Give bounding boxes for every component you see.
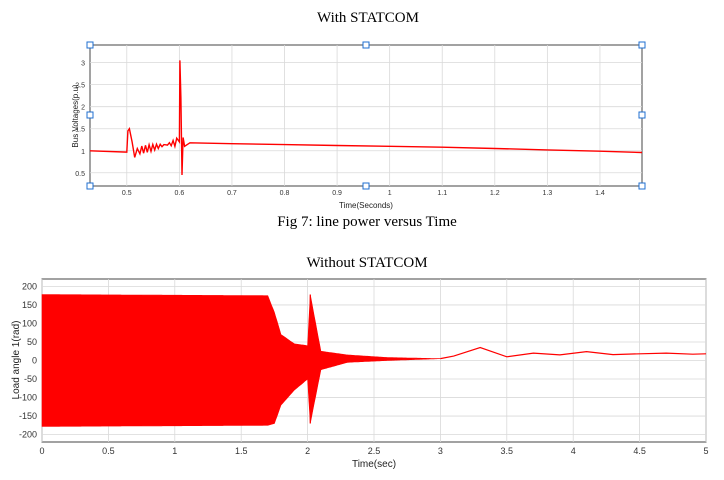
bottom-y-tick-label: 100: [22, 318, 37, 328]
bottom-y-tick-label: 50: [27, 337, 37, 347]
bottom-y-tick-label: -100: [19, 393, 37, 403]
top-y-tick-label: 2: [81, 105, 85, 112]
bottom-y-tick-label: -200: [19, 430, 37, 440]
top-x-tick-label: 0.7: [227, 190, 237, 197]
top-y-ticks: 0.5 1 1.5 2 2.5 3: [75, 61, 85, 178]
selection-handle-top-left[interactable]: [86, 41, 94, 49]
top-x-tick-label: 0.5: [122, 190, 132, 197]
top-x-axis-label: Time(Seconds): [339, 201, 393, 210]
top-x-tick-label: 1: [388, 190, 392, 197]
bottom-x-tick-label: 2: [305, 446, 310, 456]
selection-handle-bottom-right[interactable]: [638, 182, 646, 190]
bottom-x-tick-label: 4.5: [633, 446, 646, 456]
bottom-x-axis-label: Time(sec): [352, 459, 396, 470]
bottom-x-tick-label: 1.5: [235, 446, 248, 456]
top-x-tick-label: 0.8: [280, 190, 290, 197]
top-y-tick-label: 1.5: [75, 127, 85, 134]
selection-handle-top-middle[interactable]: [362, 41, 370, 49]
bottom-y-tick-label: -50: [24, 374, 37, 384]
bottom-x-tick-label: 1: [172, 446, 177, 456]
top-x-ticks: 0.5 0.6 0.7 0.8 0.9 1 1.1 1.2 1.3 1.4: [122, 190, 605, 197]
bottom-chart: 0 0.5 1 1.5 2 2.5 3 3.5 4 4.5 5 -200 -150 -100 -50 0 50…: [11, 278, 709, 470]
bottom-chart-title: Without STATCOM: [306, 255, 427, 271]
bottom-x-tick-label: 0: [39, 446, 44, 456]
top-x-tick-label: 0.9: [332, 190, 342, 197]
top-series-line: [89, 60, 643, 176]
selection-handle-top-right[interactable]: [638, 41, 646, 49]
bottom-y-tick-label: 200: [22, 281, 37, 291]
bottom-x-tick-label: 5: [703, 446, 708, 456]
selection-handle-middle-right[interactable]: [638, 111, 646, 119]
top-x-tick-label: 1.2: [490, 190, 500, 197]
bottom-y-tick-label: 150: [22, 300, 37, 310]
bottom-y-axis-label: Load angle 1(rad): [11, 321, 22, 400]
bottom-series-signal: [41, 294, 707, 427]
figure-caption: Fig 7: line power versus Time: [277, 214, 457, 230]
top-x-tick-label: 1.3: [543, 190, 553, 197]
selection-handle-middle-left[interactable]: [86, 111, 94, 119]
top-y-tick-label: 0.5: [75, 171, 85, 178]
top-x-tick-label: 0.6: [175, 190, 185, 197]
bottom-x-tick-label: 0.5: [102, 446, 115, 456]
selection-handle-bottom-middle[interactable]: [362, 182, 370, 190]
top-x-tick-label: 1.1: [437, 190, 447, 197]
bottom-oscillation-band: [41, 294, 441, 427]
selection-handles[interactable]: [86, 41, 646, 190]
bottom-x-tick-label: 3: [438, 446, 443, 456]
top-y-tick-label: 1: [81, 149, 85, 156]
top-y-axis-label: Bus Voltages(p.u): [71, 84, 80, 147]
top-x-tick-label: 1.4: [595, 190, 605, 197]
top-y-tick-label: 3: [81, 61, 85, 68]
bottom-y-ticks: -200 -150 -100 -50 0 50 100 150 200: [19, 281, 37, 439]
top-y-tick-label: 2.5: [75, 83, 85, 90]
top-chart: 0.5 0.6 0.7 0.8 0.9 1 1.1 1.2 1.3 1.4 0.5 1 1.5 2 2.5…: [71, 41, 646, 210]
bottom-x-tick-label: 3.5: [501, 446, 514, 456]
bottom-y-tick-label: 0: [32, 356, 37, 366]
bottom-x-tick-label: 2.5: [368, 446, 381, 456]
bottom-x-tick-label: 4: [571, 446, 576, 456]
bottom-tail-line: [440, 346, 707, 360]
bottom-y-tick-label: -150: [19, 411, 37, 421]
top-chart-title: With STATCOM: [317, 10, 419, 26]
top-plot-area: [89, 44, 643, 187]
bottom-x-ticks: 0 0.5 1 1.5 2 2.5 3 3.5 4 4.5 5: [39, 446, 708, 456]
selection-handle-bottom-left[interactable]: [86, 182, 94, 190]
